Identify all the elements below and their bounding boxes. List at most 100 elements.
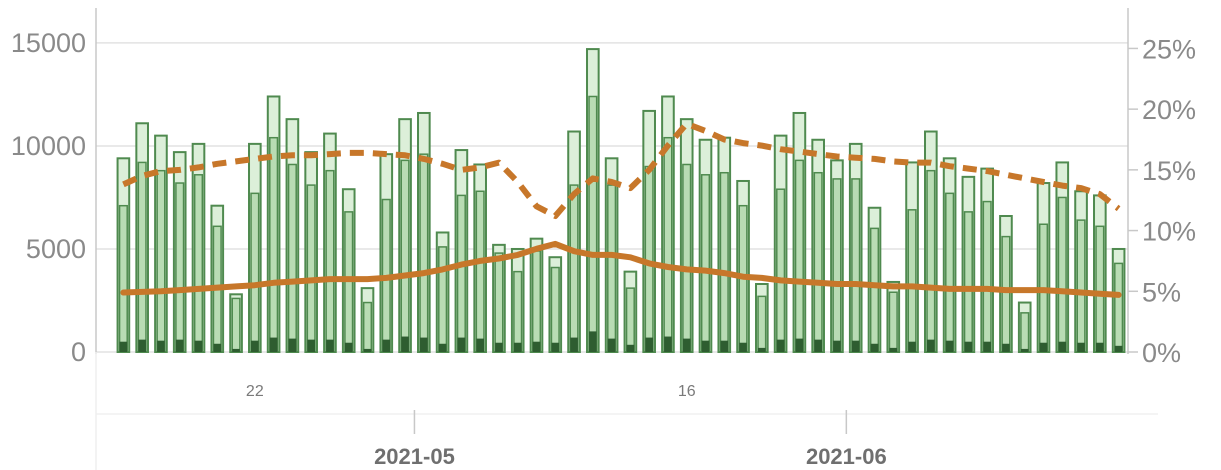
right-tick-label: 15% xyxy=(1142,156,1196,186)
bar-group xyxy=(661,95,675,353)
bar-inner xyxy=(982,200,992,353)
bar-group xyxy=(1093,194,1107,353)
bar-dark xyxy=(382,339,391,352)
bar-dark xyxy=(570,337,578,352)
bar-dark xyxy=(513,342,522,352)
bar-inner xyxy=(813,171,823,353)
bar-inner xyxy=(832,178,842,353)
bar-dark xyxy=(232,348,240,352)
bar-inner xyxy=(531,250,542,353)
left-tick-label: 5000 xyxy=(26,234,86,264)
bar-dark xyxy=(945,340,954,352)
bar-inner xyxy=(156,169,166,353)
bar-inner xyxy=(719,171,729,353)
bar-dark xyxy=(1058,341,1067,352)
bar-group xyxy=(116,157,131,353)
bar-inner xyxy=(926,169,936,353)
bar-inner xyxy=(794,159,804,353)
right-tick-label: 20% xyxy=(1142,95,1196,125)
bar-group xyxy=(999,215,1013,353)
bar-dark xyxy=(682,338,691,352)
bar-group xyxy=(623,270,638,353)
bar-inner xyxy=(362,301,373,353)
bar-inner xyxy=(682,163,692,353)
bar-dark xyxy=(776,339,785,352)
bar-group xyxy=(398,118,412,353)
bar-inner xyxy=(945,192,955,353)
bar-inner xyxy=(1095,225,1105,353)
bar-inner xyxy=(494,252,504,353)
bar-group xyxy=(755,283,769,353)
bar-dark xyxy=(1077,342,1085,352)
bar-inner xyxy=(550,266,560,353)
bar-dark xyxy=(401,336,409,352)
bar-group xyxy=(586,48,600,353)
bar-group xyxy=(717,136,732,353)
bar-group xyxy=(830,159,844,353)
bar-inner xyxy=(306,184,316,353)
bar-inner xyxy=(1057,196,1067,353)
bar-group xyxy=(1074,190,1088,353)
bar-inner xyxy=(663,136,673,353)
bar-dark xyxy=(194,340,203,352)
bar-dark xyxy=(1020,348,1029,352)
bar-dark xyxy=(1096,342,1104,352)
right-axis: 0% 5% 10% 15% 20% 25% xyxy=(1128,34,1196,368)
month-tick-label: 2021-05 xyxy=(374,444,455,469)
bar-group xyxy=(679,118,694,353)
bar-inner xyxy=(1076,219,1086,353)
bar-dark xyxy=(851,340,860,352)
bar-dark xyxy=(607,338,616,352)
bar-dark xyxy=(326,339,334,352)
bar-inner xyxy=(1020,312,1030,353)
left-tick-label: 15000 xyxy=(11,28,86,58)
bar-inner xyxy=(607,184,617,353)
bar-group xyxy=(736,179,750,353)
day-tick-label: 16 xyxy=(678,383,696,400)
bar-group xyxy=(492,243,506,353)
bar-inner xyxy=(287,163,297,353)
bar-group xyxy=(135,122,149,354)
left-axis: 0 5000 10000 15000 xyxy=(11,28,86,367)
bar-group xyxy=(435,231,450,353)
bar-dark xyxy=(532,341,541,352)
bar-dark xyxy=(438,343,447,352)
bar-inner xyxy=(456,194,466,353)
bar-group xyxy=(848,142,863,353)
bar-group xyxy=(323,132,337,353)
month-tick-label: 2021-06 xyxy=(806,444,887,469)
bar-group xyxy=(905,161,919,353)
bar-inner xyxy=(625,287,635,353)
bar-group xyxy=(567,130,581,353)
bar-inner xyxy=(193,174,204,353)
bar-dark xyxy=(363,348,372,352)
bar-group xyxy=(154,134,168,353)
bar-dark xyxy=(495,342,503,352)
bar-dark xyxy=(344,342,353,352)
bar-inner xyxy=(137,161,147,353)
bar-dark xyxy=(119,341,128,352)
bar-inner xyxy=(907,209,917,353)
series-line-dashed xyxy=(122,120,1121,219)
bar-group xyxy=(698,138,713,353)
bar-dark xyxy=(589,331,597,352)
bar-inner xyxy=(851,178,861,353)
bar-inner xyxy=(963,211,973,353)
bar-group xyxy=(285,118,300,353)
bar-inner xyxy=(1001,235,1011,353)
bar-dark xyxy=(927,339,935,352)
bar-group xyxy=(172,151,187,353)
bar-group xyxy=(1036,182,1051,353)
bar-dark xyxy=(157,340,165,352)
bar-inner xyxy=(588,95,598,353)
bar-inner xyxy=(118,204,128,353)
bar-group xyxy=(1111,247,1126,353)
bar-group xyxy=(886,280,901,353)
bar-inner xyxy=(513,270,523,353)
right-tick-label: 0% xyxy=(1142,338,1181,368)
bar-dark xyxy=(983,341,991,352)
bar-inner xyxy=(419,153,429,353)
lines xyxy=(120,120,1122,298)
bar-dark xyxy=(870,343,879,352)
bar-group xyxy=(191,142,206,353)
